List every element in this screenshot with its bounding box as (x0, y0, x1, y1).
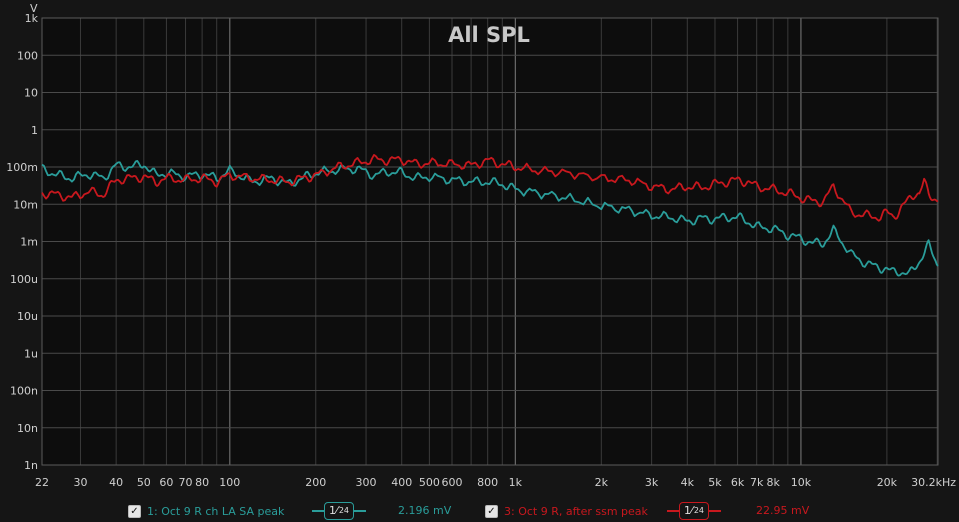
y-tick-label: 1k (25, 12, 39, 25)
x-tick-label: 500 (419, 476, 440, 489)
series-3-name: 3: Oct 9 R, after ssm peak (504, 504, 648, 518)
x-axis-labels: 22 30 40 50 60 70 80 100 200 300 400 500 600 800 1k 2k 3… (35, 476, 956, 489)
spl-chart: 1k 100 10 1 100m 10m 1m 100u 10u 1u 100n 10n 1n 22 30… (6, 2, 956, 489)
x-tick-label: 1k (509, 476, 523, 489)
y-tick-label: 1 (31, 124, 38, 137)
x-tick-label: 22 (35, 476, 49, 489)
x-tick-label: 8k (767, 476, 781, 489)
x-tick-label: 2k (595, 476, 609, 489)
chart-title: All SPL (448, 23, 530, 47)
series-3-readout: 22.95 mV (756, 504, 810, 517)
series-1-line-swatch (312, 510, 324, 512)
y-tick-label: 100 (17, 49, 38, 62)
plot-border (41, 17, 939, 466)
x-tick-label: 4k (681, 476, 695, 489)
y-tick-label: 10 (24, 87, 38, 100)
y-tick-label: 1n (24, 459, 38, 472)
series-1-line-swatch-right (354, 510, 367, 512)
x-tick-label: 50 (137, 476, 151, 489)
x-tick-label: 30.2kHz (911, 476, 956, 489)
series-3-line-swatch (667, 510, 679, 512)
series-3-line-swatch-right (709, 510, 722, 512)
series-3-smoothing-label: 1⁄ (684, 504, 693, 517)
legend-item-series-1[interactable]: ✓ 1: Oct 9 R ch LA SA peak (128, 503, 284, 519)
y-tick-label: 100n (10, 385, 38, 398)
series-3-checkbox[interactable]: ✓ (485, 504, 498, 518)
x-tick-label: 3k (645, 476, 659, 489)
x-tick-label: 10k (791, 476, 812, 489)
x-tick-label: 30 (73, 476, 87, 489)
x-tick-label: 200 (305, 476, 326, 489)
series-1-name: 1: Oct 9 R ch LA SA peak (147, 504, 285, 518)
x-tick-label: 7k (750, 476, 764, 489)
x-tick-label: 100 (219, 476, 240, 489)
x-tick-label: 40 (109, 476, 123, 489)
y-tick-label: 1m (20, 236, 38, 249)
y-tick-label: 10u (17, 310, 38, 323)
series-line-1 (41, 159, 939, 277)
series-group (41, 153, 939, 277)
x-tick-label: 800 (477, 476, 498, 489)
series-1-checkbox[interactable]: ✓ (128, 504, 141, 518)
x-tick-label: 5k (708, 476, 722, 489)
x-tick-label: 80 (195, 476, 209, 489)
x-tick-label: 300 (356, 476, 377, 489)
series-1-smoothing-label: 1⁄ (329, 504, 338, 517)
y-tick-label: 100m (6, 161, 38, 174)
series-3-smoothing-sub: 24 (693, 506, 705, 515)
series-line-3 (41, 153, 939, 222)
y-tick-label: 10m (13, 198, 38, 211)
y-tick-label: 10n (17, 422, 38, 435)
y-axis-unit: V (30, 2, 38, 15)
series-1-smoothing-sub: 24 (338, 506, 350, 515)
x-tick-label: 60 (159, 476, 173, 489)
x-tick-label: 400 (391, 476, 412, 489)
series-3-smoothing[interactable]: 1⁄ 24 (667, 501, 722, 521)
y-tick-label: 100u (10, 273, 38, 286)
series-1-smoothing[interactable]: 1⁄ 24 (312, 501, 367, 521)
series-1-readout: 2.196 mV (398, 504, 452, 517)
series-1-smoothing-button[interactable]: 1⁄ 24 (324, 502, 355, 520)
x-tick-label: 600 (442, 476, 463, 489)
y-axis-labels: 1k 100 10 1 100m 10m 1m 100u 10u 1u 100n 10n 1n (6, 12, 38, 472)
x-tick-label: 6k (731, 476, 745, 489)
y-tick-label: 1u (24, 347, 38, 360)
x-tick-label: 70 (179, 476, 193, 489)
x-tick-label: 20k (877, 476, 898, 489)
series-3-smoothing-button[interactable]: 1⁄ 24 (679, 502, 710, 520)
grid (41, 17, 939, 466)
legend-item-series-3[interactable]: ✓ 3: Oct 9 R, after ssm peak (485, 503, 648, 519)
legend: ✓ 1: Oct 9 R ch LA SA peak 1⁄ 24 2.196 mV… (0, 500, 959, 522)
